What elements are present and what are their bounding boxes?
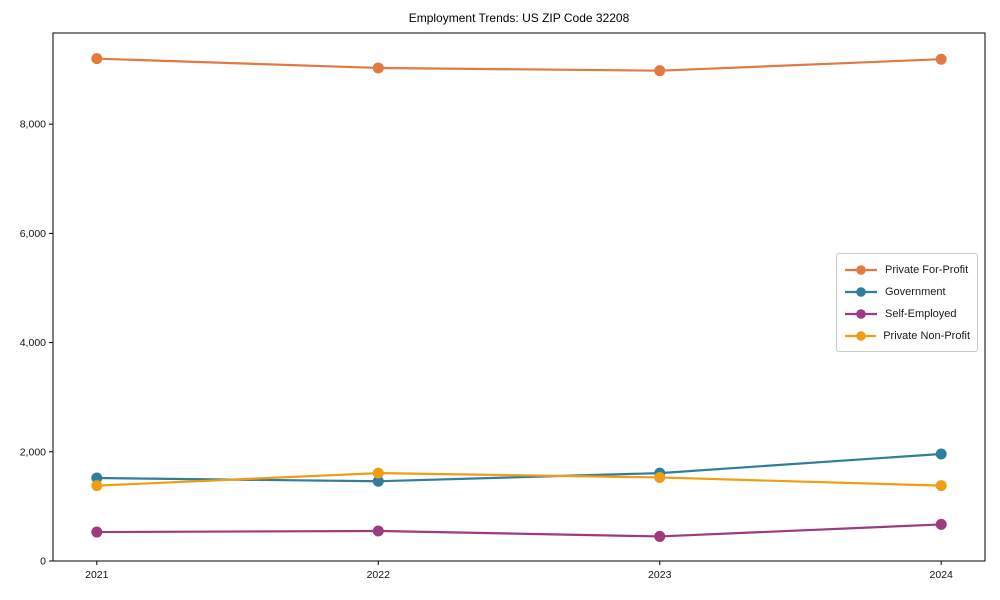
data-point-marker bbox=[654, 471, 666, 483]
y-tick-label: 0 bbox=[40, 556, 46, 568]
data-point-marker bbox=[654, 530, 666, 542]
data-point-marker bbox=[372, 62, 384, 74]
legend-marker-icon bbox=[845, 286, 877, 297]
legend-item-label: Private For-Profit bbox=[885, 263, 969, 276]
legend-item-label: Self-Employed bbox=[885, 307, 957, 320]
legend-marker-icon bbox=[845, 264, 877, 275]
y-tick-label: 8,000 bbox=[20, 119, 46, 131]
x-tick-label: 2023 bbox=[648, 569, 672, 581]
chart-title: Employment Trends: US ZIP Code 32208 bbox=[409, 11, 630, 25]
data-point-marker bbox=[935, 518, 947, 530]
data-point-marker bbox=[935, 448, 947, 460]
y-tick-label: 4,000 bbox=[20, 337, 46, 349]
legend-sample-marker bbox=[856, 264, 866, 275]
legend-sample-marker bbox=[856, 286, 866, 297]
series-line bbox=[96, 523, 942, 538]
legend-marker-icon bbox=[845, 330, 877, 341]
legend-item: Government bbox=[844, 282, 970, 301]
data-point-marker bbox=[935, 53, 947, 65]
legend: Private For-Profit Government Self-Employe… bbox=[836, 253, 978, 352]
x-tick-label: 2024 bbox=[930, 569, 954, 581]
legend-item-label: Government bbox=[885, 285, 946, 298]
legend-item: Private For-Profit bbox=[844, 260, 970, 279]
plot-frame bbox=[52, 32, 986, 562]
data-point-marker bbox=[91, 472, 103, 484]
legend-sample-marker bbox=[856, 308, 866, 319]
legend-item: Private Non-Profit bbox=[844, 326, 970, 345]
y-tick-label: 6,000 bbox=[20, 228, 46, 240]
data-point-marker bbox=[91, 480, 103, 492]
data-point-marker bbox=[372, 467, 384, 479]
data-point-marker bbox=[372, 475, 384, 487]
series-line bbox=[96, 57, 942, 72]
data-point-marker bbox=[91, 526, 103, 538]
x-tick-label: 2021 bbox=[85, 569, 109, 581]
legend-marker-icon bbox=[845, 308, 877, 319]
legend-item: Self-Employed bbox=[844, 304, 970, 323]
data-point-marker bbox=[91, 53, 103, 65]
legend-sample-marker bbox=[856, 330, 866, 341]
y-tick-label: 2,000 bbox=[20, 446, 46, 458]
series-line bbox=[96, 471, 942, 487]
data-point-marker bbox=[935, 480, 947, 492]
legend-item-label: Private Non-Profit bbox=[883, 329, 970, 342]
x-tick-label: 2022 bbox=[367, 569, 391, 581]
data-point-marker bbox=[372, 525, 384, 537]
series-line bbox=[96, 452, 942, 483]
data-point-marker bbox=[654, 65, 666, 77]
